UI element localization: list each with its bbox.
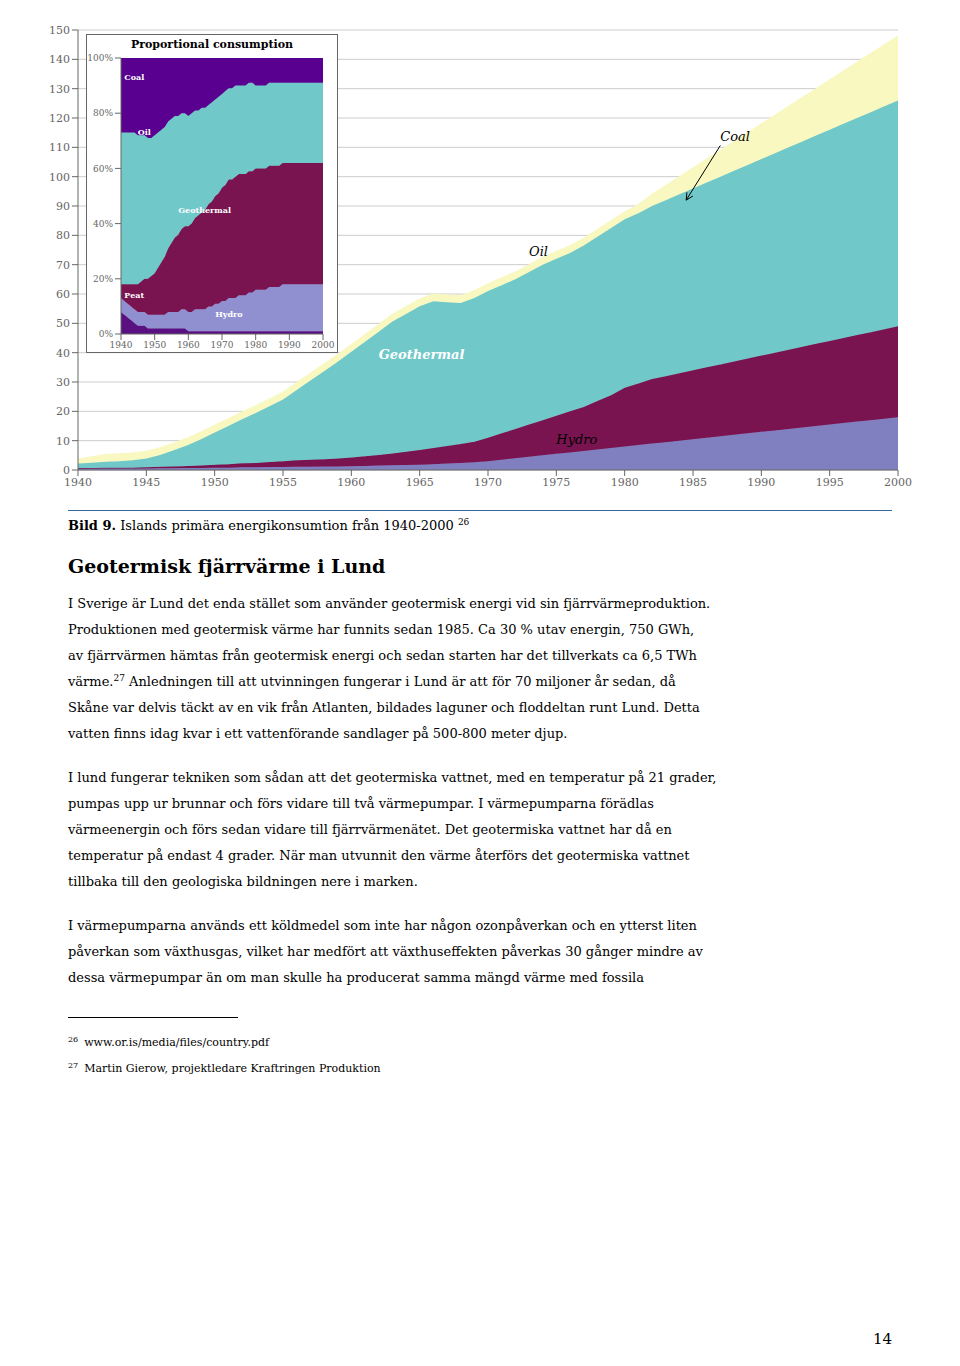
svg-text:1945: 1945: [132, 476, 160, 489]
svg-text:1990: 1990: [747, 476, 775, 489]
svg-text:Coal: Coal: [124, 72, 144, 82]
svg-text:100%: 100%: [87, 53, 113, 63]
html-text:14: 14: [872, 1330, 892, 1348]
svg-text:30: 30: [56, 376, 70, 389]
svg-text:120: 120: [49, 112, 70, 125]
svg-text:100: 100: [49, 171, 70, 184]
svg-text:Geothermal: Geothermal: [178, 205, 231, 215]
html-text:värme.27 Anledningen till att: värme.27 Anledningen till att utvinninge…: [68, 673, 676, 690]
html-text:Geotermisk fjärrvärme i Lund: Geotermisk fjärrvärme i Lund: [68, 555, 386, 578]
svg-text:10: 10: [56, 435, 70, 448]
html-text:27: 27: [68, 1060, 79, 1070]
svg-text:110: 110: [49, 141, 70, 154]
svg-text:1995: 1995: [816, 476, 844, 489]
svg-text:140: 140: [49, 53, 70, 66]
svg-text:1975: 1975: [542, 476, 570, 489]
html-text:tillbaka till den geologiska b: tillbaka till den geologiska bildningen …: [68, 874, 418, 890]
svg-text:1955: 1955: [269, 476, 297, 489]
svg-text:1940: 1940: [64, 476, 92, 489]
svg-text:2000: 2000: [884, 476, 912, 489]
html-text:Skåne var delvis täckt av en v: Skåne var delvis täckt av en vik från At…: [68, 700, 700, 716]
html-text:vatten finns idag kvar i ett v: vatten finns idag kvar i ett vattenföran…: [68, 726, 568, 742]
html-text:påverkan som växthusgas, vilke: påverkan som växthusgas, vilket har medf…: [68, 944, 703, 960]
svg-text:Oil: Oil: [138, 127, 151, 137]
svg-text:40%: 40%: [93, 219, 113, 229]
svg-text:90: 90: [56, 200, 70, 213]
html-text:I lund fungerar tekniken som s: I lund fungerar tekniken som sådan att d…: [68, 770, 717, 786]
svg-text:60%: 60%: [93, 164, 113, 174]
svg-text:Geothermal: Geothermal: [379, 347, 465, 362]
svg-text:1980: 1980: [244, 340, 267, 350]
html-text:26: 26: [457, 517, 470, 527]
svg-text:20%: 20%: [93, 274, 113, 284]
svg-text:1980: 1980: [611, 476, 639, 489]
svg-text:150: 150: [49, 24, 70, 37]
svg-text:1985: 1985: [679, 476, 707, 489]
svg-text:20: 20: [56, 405, 70, 418]
svg-text:1990: 1990: [278, 340, 301, 350]
svg-text:1960: 1960: [177, 340, 200, 350]
svg-text:80: 80: [56, 229, 70, 242]
svg-text:Hydro: Hydro: [215, 309, 243, 319]
html-text:www.or.is/media/files/country.: www.or.is/media/files/country.pdf: [84, 1036, 270, 1050]
svg-text:40: 40: [56, 347, 70, 360]
svg-text:80%: 80%: [93, 108, 113, 118]
svg-text:130: 130: [49, 83, 70, 96]
html-text:Proportional consumption: Proportional consumption: [130, 38, 293, 51]
svg-text:50: 50: [56, 317, 70, 330]
svg-text:60: 60: [56, 288, 70, 301]
svg-text:1960: 1960: [337, 476, 365, 489]
svg-text:Oil: Oil: [529, 244, 548, 259]
html-text:Bild 9. Islands primära energi: Bild 9. Islands primära energikonsumtion…: [68, 518, 454, 534]
html-text:Martin Gierow, projektledare K: Martin Gierow, projektledare Kraftringen…: [84, 1062, 381, 1076]
html-text:dessa värmepumpar än om man sk: dessa värmepumpar än om man skulle ha pr…: [68, 970, 644, 986]
svg-text:1970: 1970: [211, 340, 234, 350]
html-text:värmeenergin och förs sedan vi: värmeenergin och förs sedan vidare till …: [68, 822, 672, 838]
svg-text:2000: 2000: [312, 340, 335, 350]
html-text:I Sverige är Lund det enda stä: I Sverige är Lund det enda stället som a…: [68, 596, 711, 612]
html-text:Produktionen med geotermisk vä: Produktionen med geotermisk värme har fu…: [68, 622, 695, 638]
svg-text:1940: 1940: [110, 340, 133, 350]
svg-text:0%: 0%: [99, 329, 114, 339]
html-text:I värmepumparna används ett kö: I värmepumparna används ett köldmedel so…: [68, 918, 697, 934]
svg-text:0: 0: [63, 464, 70, 477]
html-text:pumpas upp ur brunnar och förs: pumpas upp ur brunnar och förs vidare ti…: [68, 796, 654, 812]
svg-text:1950: 1950: [201, 476, 229, 489]
html-text:temperatur på endast 4 grader.: temperatur på endast 4 grader. När man u…: [68, 848, 690, 864]
html-text:26: 26: [68, 1034, 79, 1044]
svg-text:Hydro: Hydro: [555, 432, 597, 447]
svg-text:70: 70: [56, 259, 70, 272]
svg-text:1970: 1970: [474, 476, 502, 489]
svg-text:1965: 1965: [406, 476, 434, 489]
svg-text:1950: 1950: [143, 340, 166, 350]
html-text:av fjärrvärmen hämtas från geo: av fjärrvärmen hämtas från geotermisk en…: [68, 648, 697, 664]
svg-text:Coal: Coal: [720, 129, 750, 144]
svg-text:Peat: Peat: [124, 290, 144, 300]
